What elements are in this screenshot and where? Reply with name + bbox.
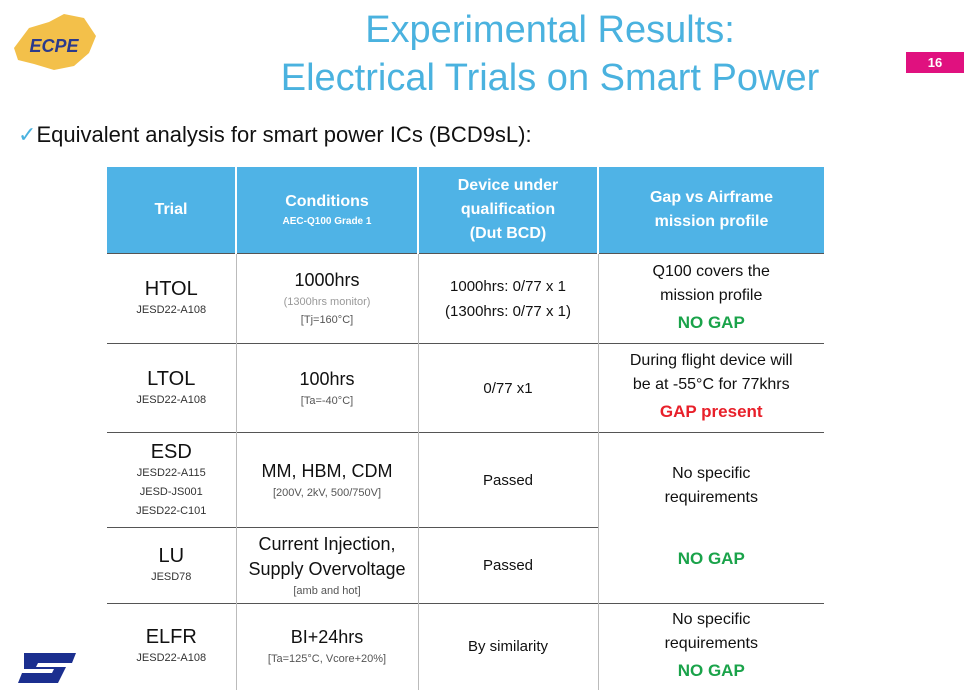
condition-note: [Ta=-40°C] [300, 394, 354, 407]
gap-text: requirements [664, 634, 758, 652]
gap-text: be at -55°C for 77khrs [632, 376, 790, 393]
standard: JESD22-C101 [136, 504, 207, 517]
header-text: (Dut BCD) [469, 225, 547, 242]
row: LTOL JESD22-A108 100hrs [Ta=-40°C] 0/77 x1 Du… [107, 343, 824, 433]
condition: MM, HBM, CDM [261, 460, 393, 481]
gap-text: mission profile [660, 286, 763, 304]
header-text: qualification [460, 201, 556, 218]
standard: JESD-JS001 [139, 485, 203, 498]
device-result: (1300hrs: 0/77 x 1) [445, 302, 571, 320]
trial-cell: HTOL JESD22-A108 [107, 253, 236, 344]
page-number: 16 [906, 52, 964, 73]
trial-name: LTOL [147, 367, 196, 390]
condition-note: [200V, 2kV, 500/750V] [272, 486, 382, 499]
trial-name: ESD [150, 440, 192, 463]
conditions-cell: Current Injection, Supply Overvoltage [amb… [235, 527, 418, 604]
logo-text: ECPE [29, 36, 79, 56]
gap-text: No specific [672, 610, 751, 628]
device-result: 0/77 x1 [483, 379, 533, 397]
gap-verdict: GAP present [659, 402, 763, 421]
condition-note: [amb and hot] [293, 584, 361, 597]
condition-note: [Tj=160°C] [300, 314, 354, 326]
gap-verdict: NO GAP [677, 660, 745, 680]
gap-verdict: NO GAP [677, 312, 745, 332]
header-text: mission profile [654, 213, 769, 230]
row: HTOL JESD22-A108 1000hrs (1300hrs monitor) [… [107, 253, 824, 344]
gap-text: During flight device will [629, 352, 793, 369]
conditions-cell: BI+24hrs [Ta=125°C, Vcore+20%] [235, 603, 418, 690]
gap-text: requirements [664, 489, 758, 506]
gap-text: No specific [672, 465, 751, 482]
condition: Supply Overvoltage [248, 558, 406, 579]
trial-cell: LU JESD78 [107, 527, 236, 604]
device-cell: Passed [417, 432, 598, 528]
header-text: Gap vs Airframe [649, 189, 773, 206]
standard: JESD22-A115 [136, 466, 206, 479]
ecpe-logo: ECPE [14, 14, 96, 70]
header-text: Device under [457, 177, 559, 194]
row: ELFR JESD22-A108 BI+24hrs [Ta=125°C, Vcore+… [107, 603, 824, 690]
standard: JESD22-A108 [136, 393, 207, 406]
device-cell: 1000hrs: 0/77 x 1 (1300hrs: 0/77 x 1) [417, 253, 598, 344]
device-result: Passed [482, 471, 534, 489]
header-cell: Trial [107, 167, 236, 254]
standard: JESD78 [151, 571, 192, 583]
condition-note: [Ta=125°C, Vcore+20%] [267, 653, 387, 666]
st-mark [18, 653, 76, 683]
trial-name: HTOL [144, 278, 198, 300]
gap-text: Q100 covers the [652, 262, 770, 280]
condition: 100hrs [299, 368, 355, 389]
header-text: Conditions [285, 193, 369, 210]
header-cell: Device under qualification (Dut BCD) [417, 167, 598, 254]
gap-cell: No specific requirements NO GAP [597, 432, 824, 604]
gap-cell: Q100 covers the mission profile NO GAP [597, 253, 824, 344]
condition-note: (1300hrs monitor) [283, 296, 371, 308]
row: ESD JESD22-A115 JESD-JS001 JESD22-C101 MM, H… [107, 432, 824, 604]
device-cell: By similarity [417, 603, 598, 690]
gap-cell: During flight device will be at -55°C for… [597, 343, 824, 433]
device-result: Passed [482, 557, 534, 574]
row: LU JESD78 Current Injection, Supply Overvol… [107, 527, 824, 604]
conditions-cell: MM, HBM, CDM [200V, 2kV, 500/750V] [235, 432, 418, 528]
table: Trial Conditions AEC-Q100 Grade 1 Device un… [107, 167, 824, 690]
standard: JESD22-A108 [136, 652, 207, 665]
logo-map [14, 14, 96, 70]
title-line: Electrical Trials on Smart Power [280, 57, 820, 99]
header-text: Trial [154, 201, 188, 218]
trial-cell: ESD JESD22-A115 JESD-JS001 JESD22-C101 [107, 432, 236, 528]
trial-cell: LTOL JESD22-A108 [107, 343, 236, 433]
header-cell: Gap vs Airframe mission profile [597, 167, 824, 254]
device-result: By similarity [467, 638, 548, 656]
gap-cell: No specific requirements NO GAP [597, 603, 824, 690]
conditions-cell: 100hrs [Ta=-40°C] [235, 343, 418, 433]
device-cell: 0/77 x1 [417, 343, 598, 433]
st-logo [18, 653, 76, 683]
bullet-text: Equivalent analysis for smart power ICs … [36, 122, 532, 147]
device-cell: Passed [417, 527, 598, 604]
header-text: AEC-Q100 Grade 1 [282, 216, 372, 227]
gap-verdict: NO GAP [677, 549, 745, 568]
device-result: 1000hrs: 0/77 x 1 [450, 277, 566, 295]
header-cell: Conditions AEC-Q100 Grade 1 [235, 167, 418, 254]
trial-name: LU [158, 545, 185, 567]
header-row: Trial Conditions AEC-Q100 Grade 1 Device un… [107, 167, 824, 254]
condition: BI+24hrs [290, 627, 364, 648]
trial-name: ELFR [145, 626, 197, 649]
check: ✓ [18, 122, 37, 147]
bullet: ✓Equivalent analysis for smart power ICs… [18, 122, 532, 148]
condition: 1000hrs [294, 270, 360, 290]
trial-cell: ELFR JESD22-A108 [107, 603, 236, 690]
condition: Current Injection, [258, 533, 396, 554]
title-line: Experimental Results: [365, 9, 735, 51]
standard: JESD22-A108 [136, 304, 207, 316]
conditions-cell: 1000hrs (1300hrs monitor) [Tj=160°C] [235, 253, 418, 344]
